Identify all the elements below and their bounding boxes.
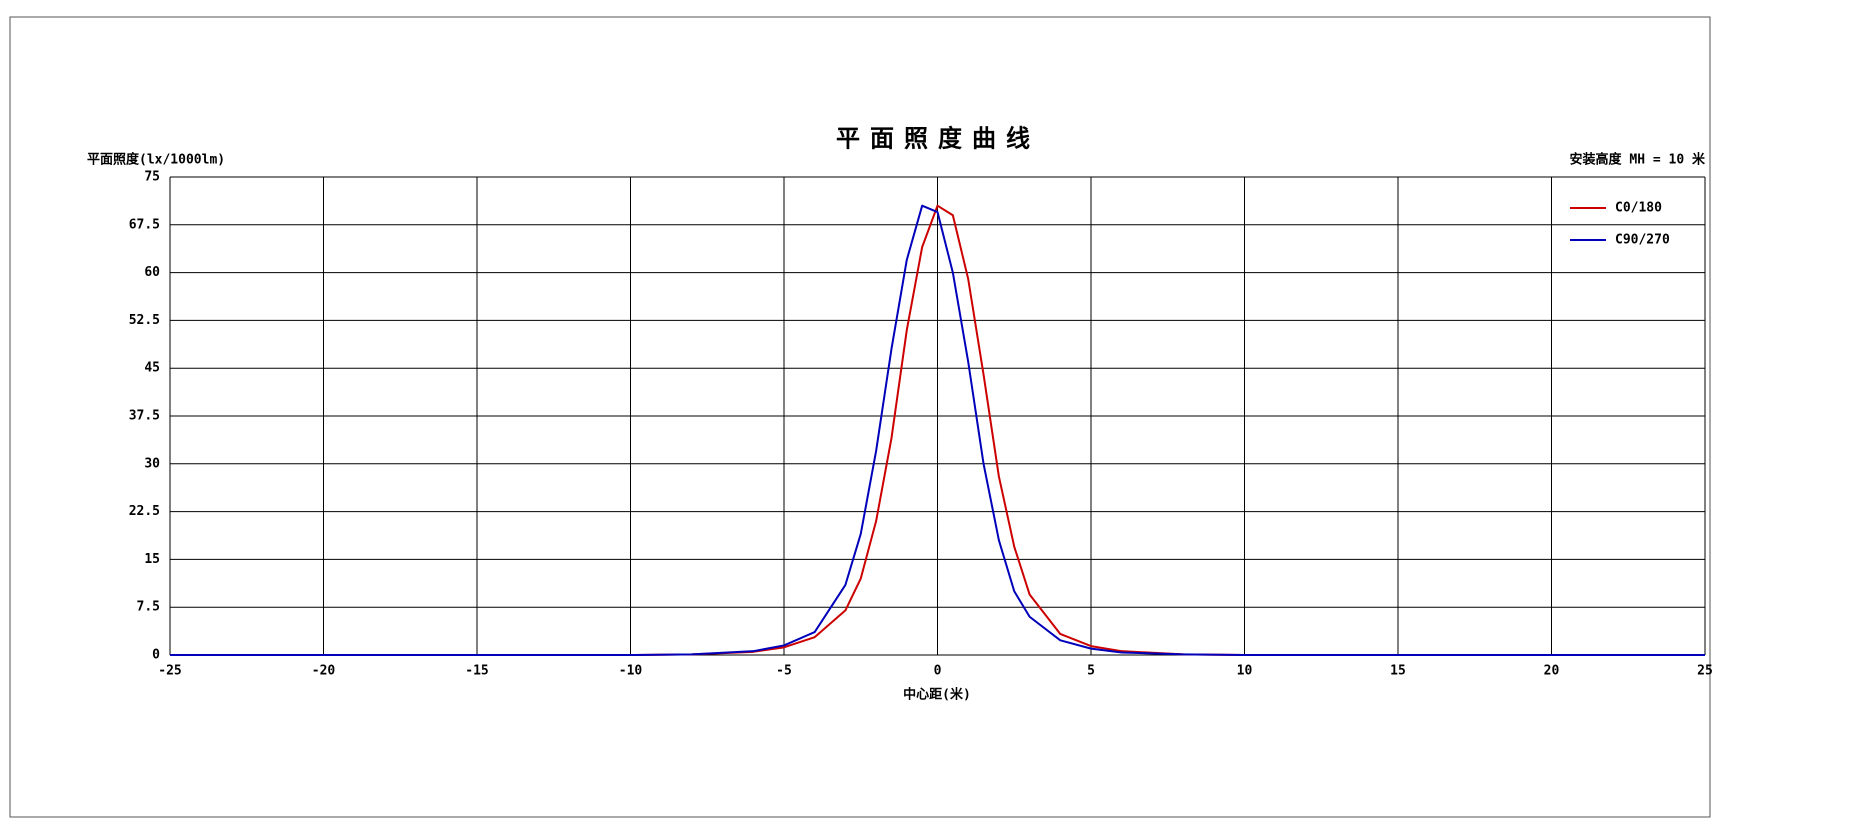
annotation: 安装高度 MH = 10 米 <box>1570 152 1706 168</box>
y-tick-label: 30 <box>144 456 160 471</box>
x-tick-label: 0 <box>934 664 942 679</box>
chart-title: 平面照度曲线 <box>836 124 1040 153</box>
x-tick-label: -15 <box>465 664 488 679</box>
legend-label: C0/180 <box>1615 201 1662 216</box>
x-tick-label: -25 <box>158 664 181 679</box>
y-tick-label: 52.5 <box>129 313 160 328</box>
y-tick-label: 22.5 <box>129 504 160 519</box>
frame <box>9 16 1711 818</box>
y-tick-label: 0 <box>152 648 160 663</box>
x-tick-label: -10 <box>619 664 643 679</box>
x-tick-label: 25 <box>1697 664 1713 679</box>
y-tick-label: 7.5 <box>137 600 160 615</box>
x-tick-label: 15 <box>1390 664 1406 679</box>
x-tick-label: 5 <box>1087 664 1095 679</box>
y-axis-label: 平面照度(lx/1000lm) <box>87 152 225 168</box>
y-tick-label: 15 <box>144 552 160 567</box>
y-tick-label: 37.5 <box>129 409 160 424</box>
y-tick-label: 67.5 <box>129 217 160 232</box>
y-tick-label: 60 <box>144 265 160 280</box>
x-axis-label: 中心距(米) <box>903 687 971 703</box>
x-tick-label: 20 <box>1544 664 1560 679</box>
x-tick-label: -5 <box>776 664 792 679</box>
x-tick-label: -20 <box>312 664 336 679</box>
legend-label: C90/270 <box>1615 233 1670 248</box>
x-tick-label: 10 <box>1237 664 1253 679</box>
y-tick-label: 45 <box>144 361 160 376</box>
series-line <box>170 204 1705 656</box>
y-tick-label: 75 <box>144 170 160 185</box>
